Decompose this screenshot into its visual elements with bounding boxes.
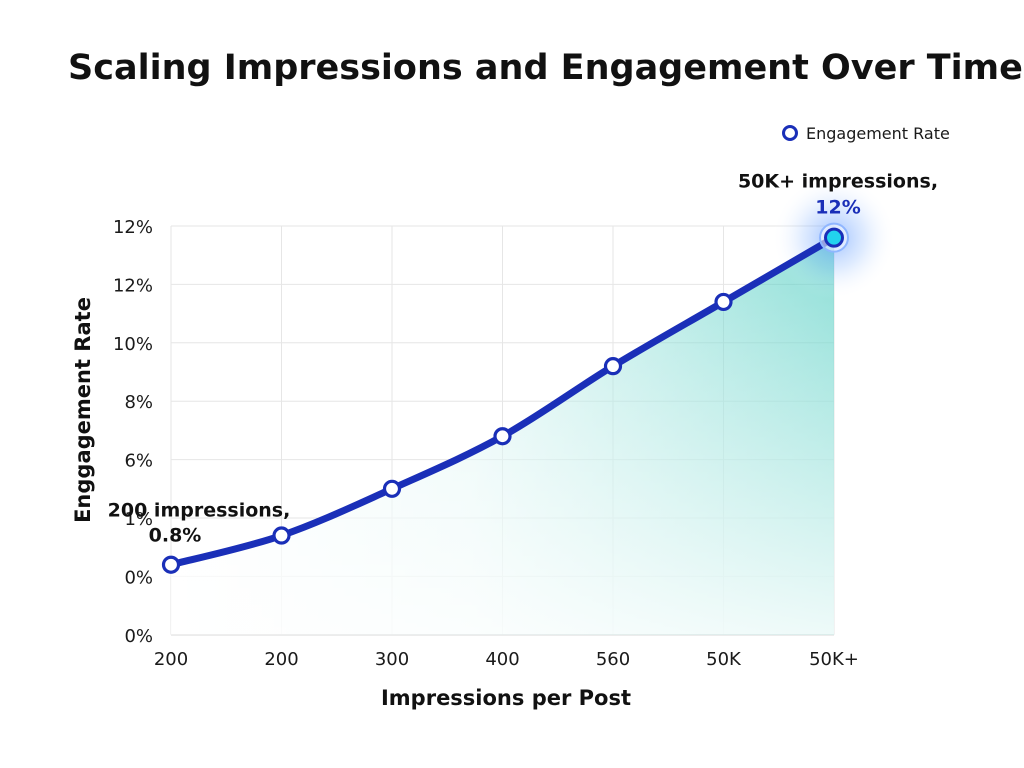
- legend-label: Engagement Rate: [806, 124, 950, 143]
- y-tick-label: 0%: [124, 626, 153, 647]
- data-points: [161, 222, 849, 574]
- annotation-line2: 0.8%: [149, 525, 202, 547]
- y-tick-label: 6%: [124, 451, 153, 472]
- x-axis-ticks: 200 200 300 400 560 50K 50K+: [154, 649, 859, 670]
- legend-marker-icon: [782, 125, 798, 141]
- data-point: [714, 292, 733, 312]
- x-axis-label: Impressions per Post: [381, 686, 631, 710]
- annotation-line2: 12%: [815, 197, 860, 219]
- chart-title: Scaling Impressions and Engagement Over …: [68, 48, 1023, 88]
- y-axis-ticks: 0% 0% 1% 6% 8% 10% 12% 12%: [113, 217, 153, 647]
- annotation-line1: 200 impressions,: [108, 500, 291, 522]
- data-point: [603, 357, 623, 376]
- annotation-line1: 50K+ impressions,: [738, 171, 938, 193]
- data-point: [382, 479, 402, 498]
- y-tick-label: 8%: [124, 392, 153, 413]
- y-tick-label: 12%: [113, 275, 153, 296]
- legend: Engagement Rate: [782, 124, 950, 143]
- x-tick-label: 50K: [706, 649, 742, 670]
- x-tick-label: 200: [154, 649, 188, 670]
- area-fill: [171, 175, 896, 635]
- data-point: [161, 555, 181, 574]
- x-tick-label: 400: [485, 649, 519, 670]
- y-axis-label: Enggagement Rate: [71, 297, 95, 523]
- data-point: [493, 427, 512, 446]
- x-tick-label: 200: [264, 649, 298, 670]
- annotations: 200 impressions, 0.8% 50K+ impressions, 12%: [108, 171, 938, 547]
- data-point: [272, 526, 291, 545]
- y-tick-label: 10%: [113, 334, 153, 355]
- x-tick-label: 560: [596, 649, 630, 670]
- data-point-highlight: [824, 227, 844, 248]
- x-tick-label: 300: [375, 649, 409, 670]
- y-tick-label: 1%: [124, 509, 153, 530]
- y-tick-label: 0%: [124, 567, 153, 588]
- y-tick-label: 12%: [113, 217, 153, 238]
- x-tick-label: 50K+: [809, 649, 859, 670]
